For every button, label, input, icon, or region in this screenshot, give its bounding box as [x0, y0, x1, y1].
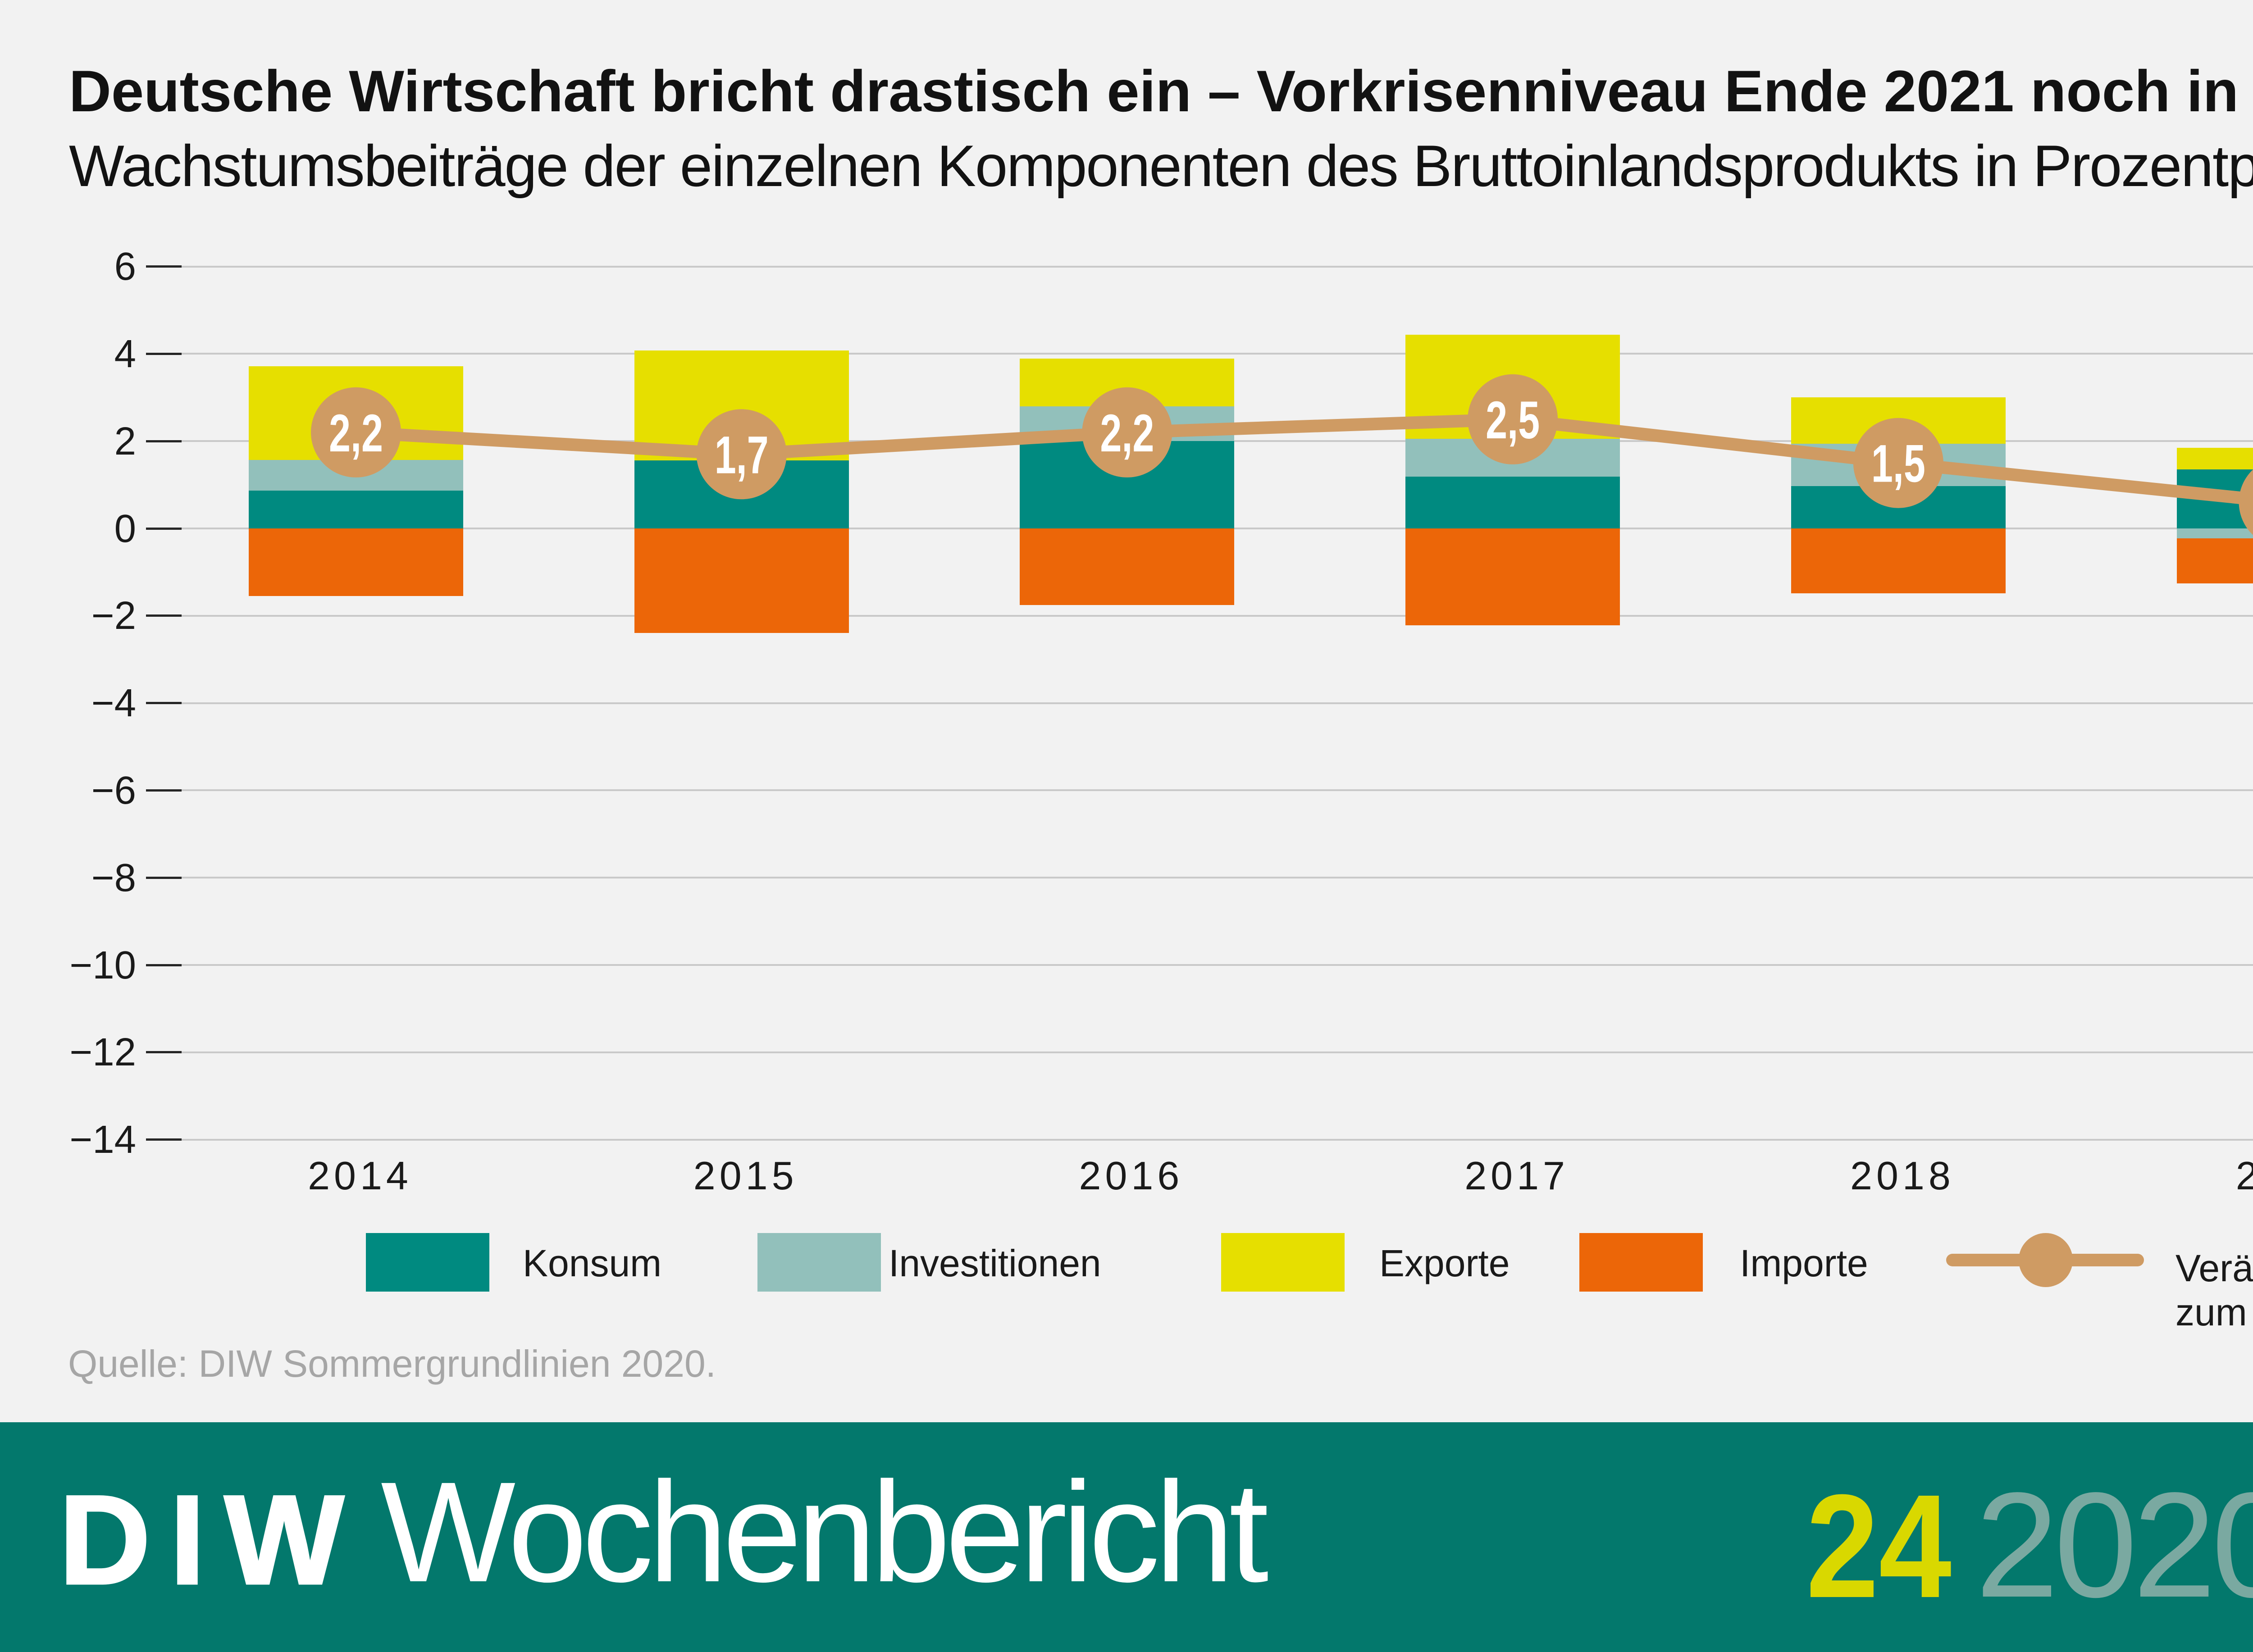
svg-text:1,7: 1,7 [715, 425, 769, 485]
svg-text:2,2: 2,2 [329, 404, 383, 463]
svg-text:2,5: 2,5 [1486, 391, 1540, 450]
svg-text:1,5: 1,5 [1871, 434, 1925, 494]
svg-text:2,2: 2,2 [1100, 404, 1154, 463]
